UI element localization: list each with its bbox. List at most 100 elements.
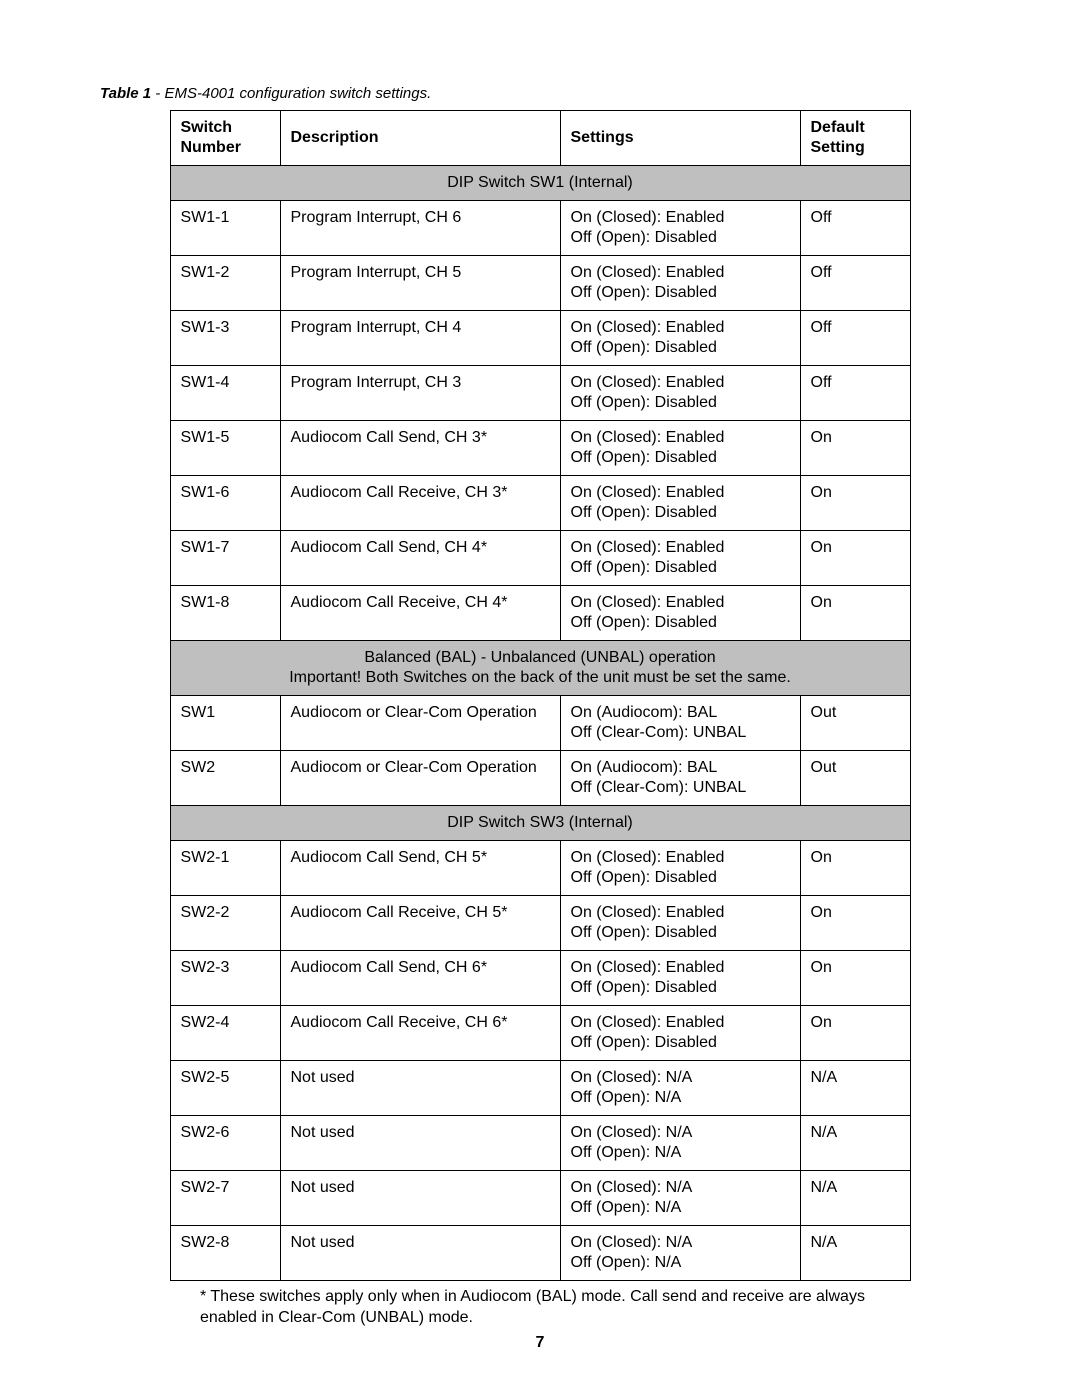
cell-settings: On (Closed): EnabledOff (Open): Disabled xyxy=(560,256,800,311)
table-row: SW2 Audiocom or Clear-Com Operation On (… xyxy=(170,751,910,806)
cell-default: Out xyxy=(800,696,910,751)
cell-switch: SW2 xyxy=(170,751,280,806)
cell-default: Out xyxy=(800,751,910,806)
cell-desc: Not used xyxy=(280,1226,560,1281)
table-row: SW1-8 Audiocom Call Receive, CH 4* On (C… xyxy=(170,586,910,641)
table-row: SW1-7 Audiocom Call Send, CH 4* On (Clos… xyxy=(170,531,910,586)
cell-settings: On (Closed): EnabledOff (Open): Disabled xyxy=(560,531,800,586)
cell-settings: On (Closed): EnabledOff (Open): Disabled xyxy=(560,586,800,641)
cell-settings: On (Closed): EnabledOff (Open): Disabled xyxy=(560,366,800,421)
cell-default: Off xyxy=(800,256,910,311)
cell-default: N/A xyxy=(800,1226,910,1281)
table-row: SW2-6 Not used On (Closed): N/AOff (Open… xyxy=(170,1116,910,1171)
cell-settings: On (Closed): EnabledOff (Open): Disabled xyxy=(560,201,800,256)
cell-switch: SW2-8 xyxy=(170,1226,280,1281)
section-row: DIP Switch SW1 (Internal) xyxy=(170,166,910,201)
col-header-default: Default Setting xyxy=(800,111,910,166)
cell-desc: Not used xyxy=(280,1171,560,1226)
table-row: SW1-5 Audiocom Call Send, CH 3* On (Clos… xyxy=(170,421,910,476)
cell-switch: SW1-2 xyxy=(170,256,280,311)
table-row: SW1-4 Program Interrupt, CH 3 On (Closed… xyxy=(170,366,910,421)
table-row: SW1-3 Program Interrupt, CH 4 On (Closed… xyxy=(170,311,910,366)
table-footnote: * These switches apply only when in Audi… xyxy=(170,1287,910,1329)
caption-bold: Table 1 xyxy=(100,85,151,102)
cell-desc: Program Interrupt, CH 6 xyxy=(280,201,560,256)
table-row: SW2-4 Audiocom Call Receive, CH 6* On (C… xyxy=(170,1006,910,1061)
cell-desc: Audiocom Call Receive, CH 6* xyxy=(280,1006,560,1061)
cell-settings: On (Closed): EnabledOff (Open): Disabled xyxy=(560,1006,800,1061)
col-header-switch: Switch Number xyxy=(170,111,280,166)
table-row: SW2-8 Not used On (Closed): N/AOff (Open… xyxy=(170,1226,910,1281)
cell-switch: SW1-4 xyxy=(170,366,280,421)
table-row: SW2-2 Audiocom Call Receive, CH 5* On (C… xyxy=(170,896,910,951)
cell-settings: On (Audiocom): BALOff (Clear-Com): UNBAL xyxy=(560,696,800,751)
cell-switch: SW2-2 xyxy=(170,896,280,951)
section-row: DIP Switch SW3 (Internal) xyxy=(170,806,910,841)
table-row: SW2-5 Not used On (Closed): N/AOff (Open… xyxy=(170,1061,910,1116)
cell-default: N/A xyxy=(800,1061,910,1116)
table-row: SW1-1 Program Interrupt, CH 6 On (Closed… xyxy=(170,201,910,256)
cell-settings: On (Closed): EnabledOff (Open): Disabled xyxy=(560,951,800,1006)
cell-desc: Program Interrupt, CH 5 xyxy=(280,256,560,311)
cell-desc: Program Interrupt, CH 3 xyxy=(280,366,560,421)
cell-switch: SW2-6 xyxy=(170,1116,280,1171)
cell-desc: Not used xyxy=(280,1116,560,1171)
cell-default: Off xyxy=(800,366,910,421)
cell-switch: SW2-1 xyxy=(170,841,280,896)
cell-default: Off xyxy=(800,311,910,366)
table-row: SW1 Audiocom or Clear-Com Operation On (… xyxy=(170,696,910,751)
cell-switch: SW2-7 xyxy=(170,1171,280,1226)
section-sw3: DIP Switch SW3 (Internal) xyxy=(170,806,910,841)
cell-desc: Audiocom Call Receive, CH 3* xyxy=(280,476,560,531)
cell-desc: Audiocom Call Receive, CH 4* xyxy=(280,586,560,641)
cell-desc: Audiocom Call Send, CH 3* xyxy=(280,421,560,476)
cell-switch: SW1-3 xyxy=(170,311,280,366)
cell-switch: SW2-3 xyxy=(170,951,280,1006)
switch-settings-table: Switch Number Description Settings Defau… xyxy=(170,110,911,1281)
cell-default: N/A xyxy=(800,1116,910,1171)
table-row: SW2-7 Not used On (Closed): N/AOff (Open… xyxy=(170,1171,910,1226)
cell-settings: On (Closed): EnabledOff (Open): Disabled xyxy=(560,476,800,531)
cell-settings: On (Closed): N/AOff (Open): N/A xyxy=(560,1061,800,1116)
cell-settings: On (Audiocom): BALOff (Clear-Com): UNBAL xyxy=(560,751,800,806)
cell-default: On xyxy=(800,951,910,1006)
cell-settings: On (Closed): N/AOff (Open): N/A xyxy=(560,1226,800,1281)
cell-default: N/A xyxy=(800,1171,910,1226)
section-sw1: DIP Switch SW1 (Internal) xyxy=(170,166,910,201)
table-caption: Table 1 - EMS-4001 configuration switch … xyxy=(100,85,980,102)
cell-default: Off xyxy=(800,201,910,256)
cell-switch: SW1-8 xyxy=(170,586,280,641)
cell-settings: On (Closed): N/AOff (Open): N/A xyxy=(560,1116,800,1171)
cell-default: On xyxy=(800,1006,910,1061)
col-header-description: Description xyxy=(280,111,560,166)
cell-switch: SW1-5 xyxy=(170,421,280,476)
cell-default: On xyxy=(800,586,910,641)
cell-settings: On (Closed): EnabledOff (Open): Disabled xyxy=(560,421,800,476)
cell-desc: Audiocom or Clear-Com Operation xyxy=(280,696,560,751)
table-row: SW1-2 Program Interrupt, CH 5 On (Closed… xyxy=(170,256,910,311)
section-bal: Balanced (BAL) - Unbalanced (UNBAL) oper… xyxy=(170,641,910,696)
table-row: SW2-1 Audiocom Call Send, CH 5* On (Clos… xyxy=(170,841,910,896)
cell-desc: Audiocom Call Send, CH 6* xyxy=(280,951,560,1006)
cell-switch: SW2-4 xyxy=(170,1006,280,1061)
cell-desc: Audiocom Call Receive, CH 5* xyxy=(280,896,560,951)
cell-default: On xyxy=(800,841,910,896)
caption-rest: - EMS-4001 configuration switch settings… xyxy=(151,85,431,102)
cell-switch: SW1 xyxy=(170,696,280,751)
cell-settings: On (Closed): EnabledOff (Open): Disabled xyxy=(560,896,800,951)
cell-desc: Audiocom Call Send, CH 4* xyxy=(280,531,560,586)
cell-default: On xyxy=(800,421,910,476)
cell-desc: Program Interrupt, CH 4 xyxy=(280,311,560,366)
cell-desc: Audiocom Call Send, CH 5* xyxy=(280,841,560,896)
cell-settings: On (Closed): EnabledOff (Open): Disabled xyxy=(560,311,800,366)
document-page: Table 1 - EMS-4001 configuration switch … xyxy=(0,0,1080,1397)
cell-settings: On (Closed): N/AOff (Open): N/A xyxy=(560,1171,800,1226)
cell-default: On xyxy=(800,896,910,951)
cell-switch: SW1-6 xyxy=(170,476,280,531)
cell-desc: Not used xyxy=(280,1061,560,1116)
cell-desc: Audiocom or Clear-Com Operation xyxy=(280,751,560,806)
table-row: SW2-3 Audiocom Call Send, CH 6* On (Clos… xyxy=(170,951,910,1006)
cell-settings: On (Closed): EnabledOff (Open): Disabled xyxy=(560,841,800,896)
col-header-settings: Settings xyxy=(560,111,800,166)
table-row: SW1-6 Audiocom Call Receive, CH 3* On (C… xyxy=(170,476,910,531)
